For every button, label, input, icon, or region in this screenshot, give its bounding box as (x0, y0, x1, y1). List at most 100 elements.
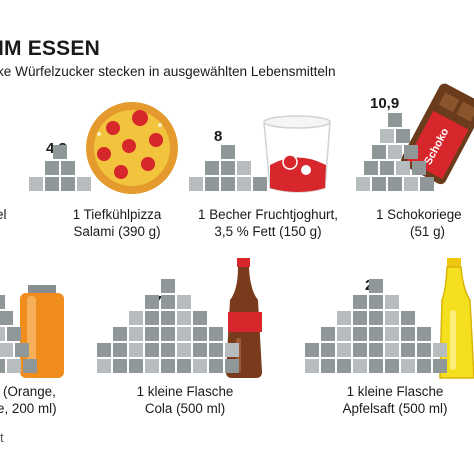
sugar-cube (177, 359, 191, 373)
sugar-value-chocolate-bar: 10,9 (370, 95, 400, 112)
sugar-cube (237, 177, 251, 191)
footer-mark: t (0, 430, 4, 445)
caption-item-1: el ) (0, 206, 6, 240)
sugar-cube (193, 327, 207, 341)
caption-chocolate-bar: 1 Schokoriege (51 g) (376, 206, 474, 240)
sugar-cube (353, 327, 367, 341)
sugar-cube (145, 327, 159, 341)
caption-line: Apfelsaft (500 ml) (342, 401, 448, 416)
sugar-cube (209, 359, 223, 373)
sugar-cube (369, 359, 383, 373)
sugar-cube (205, 161, 219, 175)
sugar-cube (388, 145, 402, 159)
sugar-cube (0, 359, 5, 373)
sugar-cube (161, 343, 175, 357)
sugar-cube (145, 343, 159, 357)
sugar-cube (0, 327, 5, 341)
infographic-title: IM ESSEN (0, 37, 100, 60)
sugar-cube (0, 311, 13, 325)
sugar-cube (177, 327, 191, 341)
sugar-cube (401, 327, 415, 341)
caption-apple-juice: 1 kleine Flasche Apfelsaft (500 ml) (320, 383, 470, 417)
yogurt-cup-icon (263, 115, 331, 193)
sugar-cube (29, 177, 43, 191)
sugar-cube (388, 113, 402, 127)
caption-line: 1 Schokoriege (376, 207, 462, 222)
caption-line: 1 Becher Fruchtjoghurt, (198, 207, 338, 222)
sugar-cube (369, 327, 383, 341)
sugar-cube (177, 295, 191, 309)
juice-bottle-icon (20, 285, 64, 378)
sugar-cube (404, 177, 418, 191)
sugar-cube (356, 177, 370, 191)
sugar-cube (145, 295, 159, 309)
sugar-cube (45, 177, 59, 191)
caption-line: (51 g) (410, 224, 445, 239)
caption-line: 1 Tiefkühlpizza (72, 207, 162, 222)
sugar-cube (433, 343, 447, 357)
sugar-cube (253, 177, 267, 191)
sugar-cube (337, 359, 351, 373)
sugar-cube (161, 311, 175, 325)
sugar-cube (129, 343, 143, 357)
caption-pizza: 1 Tiefkühlpizza Salami (390 g) (50, 206, 184, 240)
sugar-cube (61, 177, 75, 191)
sugar-cube (372, 177, 386, 191)
sugar-cube (385, 359, 399, 373)
sugar-cube (372, 145, 386, 159)
sugar-cube (189, 177, 203, 191)
sugar-cube (388, 177, 402, 191)
caption-line: Salami (390 g) (73, 224, 161, 239)
sugar-cube (113, 327, 127, 341)
sugar-cube (97, 359, 111, 373)
sugar-cube (225, 359, 239, 373)
sugar-cube (129, 311, 143, 325)
sugar-cube (321, 343, 335, 357)
apple-juice-bottle-icon (439, 258, 474, 379)
caption-line: ) (0, 223, 6, 240)
sugar-cube (412, 161, 426, 175)
sugar-cube (45, 161, 59, 175)
sugar-cube (353, 311, 367, 325)
caption-line: el (0, 207, 7, 222)
sugar-cube (305, 343, 319, 357)
sugar-cube (380, 129, 394, 143)
sugar-cube (337, 327, 351, 341)
sugar-cube (417, 359, 431, 373)
sugar-cube (369, 311, 383, 325)
sugar-cube (129, 327, 143, 341)
sugar-cube (23, 359, 37, 373)
sugar-cube (420, 177, 434, 191)
sugar-cube (433, 359, 447, 373)
sugar-cube (404, 145, 418, 159)
caption-cola: 1 kleine Flasche Cola (500 ml) (120, 383, 250, 417)
sugar-cube-stacks (0, 113, 447, 373)
chocolate-bar-icon: Schoko (400, 83, 474, 185)
sugar-cube (193, 343, 207, 357)
stack-apple (305, 279, 447, 373)
sugar-cube (193, 311, 207, 325)
sugar-cube (401, 343, 415, 357)
sugar-cube (7, 327, 21, 341)
sugar-cube (221, 145, 235, 159)
sugar-cube (380, 161, 394, 175)
stack-chocolate (356, 113, 434, 191)
sugar-cube (337, 311, 351, 325)
sugar-cube (385, 343, 399, 357)
sugar-cube (385, 295, 399, 309)
sugar-cube (364, 161, 378, 175)
sugar-cube (0, 343, 13, 357)
sugar-cube (396, 129, 410, 143)
sugar-cube (177, 311, 191, 325)
sugar-cube (369, 343, 383, 357)
caption-line: 1 kleine Flasche (346, 384, 444, 399)
sugar-cube (161, 279, 175, 293)
sugar-cube (61, 161, 75, 175)
infographic-subtitle: ke Würfelzucker stecken in ausgewählten … (0, 64, 336, 79)
sugar-cube (353, 359, 367, 373)
sugar-cube (161, 295, 175, 309)
caption-line: Cola (500 ml) (144, 401, 226, 416)
sugar-cube (77, 177, 91, 191)
caption-orange-juice: (Orange, e, 200 ml) (0, 383, 57, 417)
sugar-cube (396, 161, 410, 175)
